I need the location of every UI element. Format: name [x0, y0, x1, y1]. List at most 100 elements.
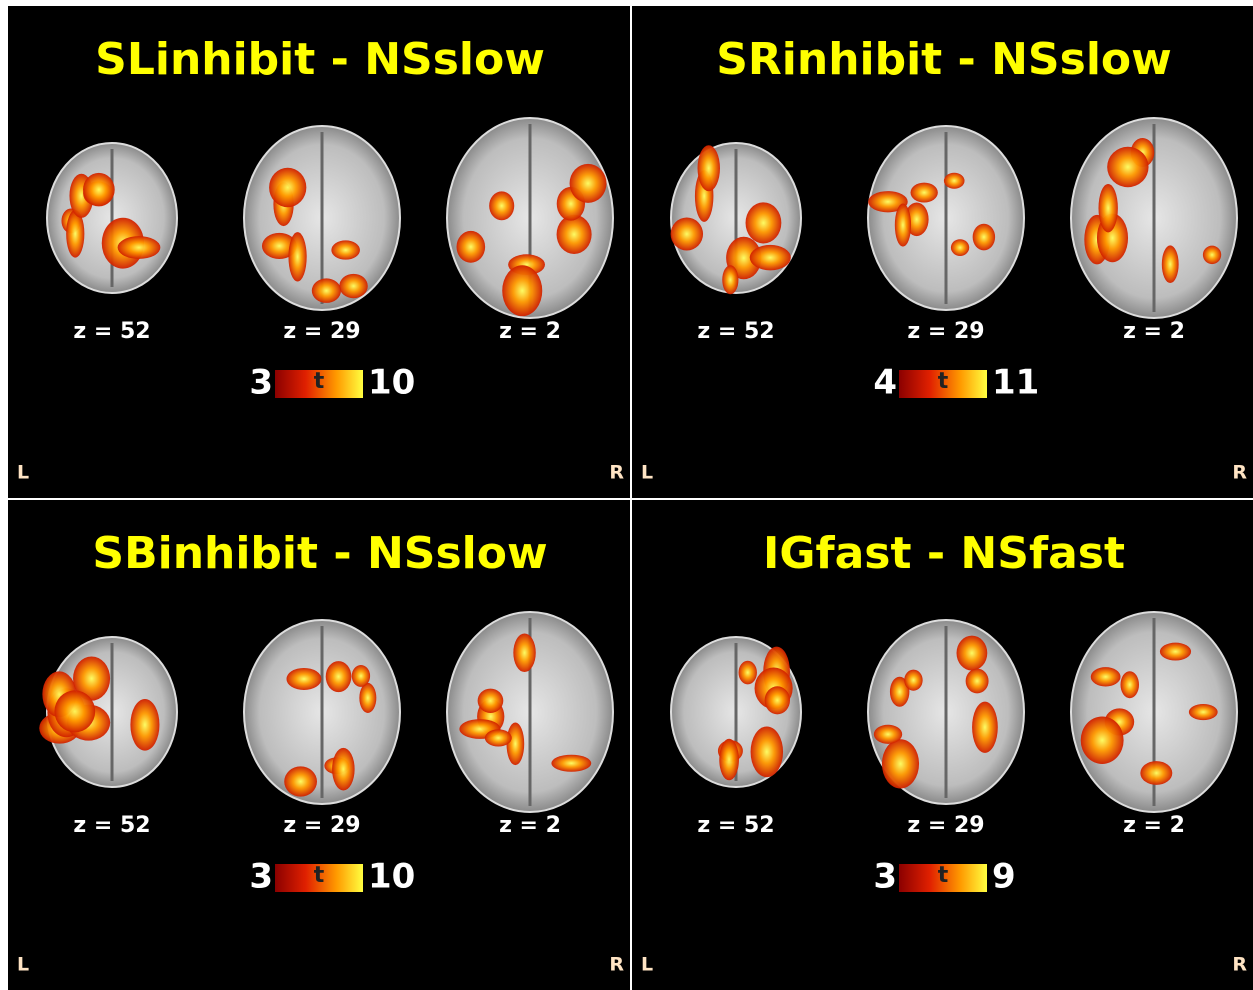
- activation: [502, 265, 543, 317]
- activation: [750, 726, 784, 778]
- colorbar-max: 10: [368, 363, 415, 403]
- activation: [719, 738, 739, 781]
- right-marker: R: [1232, 954, 1247, 976]
- activation: [331, 240, 360, 260]
- slice-label: z = 29: [907, 813, 984, 838]
- activation: [697, 145, 720, 192]
- panel-title: SRinhibit - NSslow: [716, 34, 1172, 85]
- slice-label: z = 2: [499, 319, 561, 344]
- activation: [894, 203, 912, 247]
- activation: [965, 668, 989, 694]
- slice-label: z = 29: [283, 813, 360, 838]
- activation: [325, 661, 352, 693]
- colorbar-max: 11: [992, 363, 1039, 403]
- activation: [745, 202, 782, 244]
- activation: [477, 688, 504, 713]
- slice-label: z = 2: [1123, 813, 1185, 838]
- colorbar-label: t: [938, 369, 949, 394]
- left-marker: L: [641, 954, 653, 976]
- activation: [950, 239, 970, 256]
- left-marker: L: [641, 462, 653, 484]
- activation: [868, 191, 908, 213]
- colorbar: [275, 370, 363, 398]
- activation: [484, 729, 512, 747]
- colorbar: [275, 864, 363, 892]
- slice-label: z = 29: [907, 319, 984, 344]
- panel: IGfast - NSfast z = 52 z = 29 z = 2 3 t 9 L R: [632, 500, 1253, 990]
- activation: [284, 766, 317, 797]
- activation: [1161, 245, 1179, 284]
- activation: [1188, 703, 1218, 721]
- slice-label: z = 52: [73, 813, 150, 838]
- activation: [749, 244, 791, 271]
- colorbar-min: 3: [873, 857, 897, 897]
- activation: [873, 724, 903, 744]
- right-marker: R: [609, 462, 624, 484]
- activation: [359, 682, 377, 713]
- activation: [1159, 642, 1192, 661]
- activation: [261, 232, 297, 260]
- activation: [73, 656, 111, 701]
- activation: [1120, 671, 1139, 699]
- activation: [722, 265, 739, 295]
- activation: [764, 686, 790, 715]
- activation: [956, 635, 988, 671]
- slice-label: z = 52: [73, 319, 150, 344]
- slice-label: z = 52: [697, 319, 774, 344]
- slice-label: z = 2: [1123, 319, 1185, 344]
- colorbar-min: 3: [249, 363, 273, 403]
- colorbar-label: t: [314, 369, 325, 394]
- panel: SRinhibit - NSslow z = 52 z = 29 z = 2 4 t 11 L…: [632, 6, 1253, 498]
- activation: [1098, 183, 1118, 233]
- activation: [489, 191, 515, 221]
- colorbar-min: 4: [873, 363, 897, 403]
- colorbar-min: 3: [249, 857, 273, 897]
- activation: [738, 660, 757, 685]
- slice-label: z = 52: [697, 813, 774, 838]
- slice-label: z = 29: [283, 319, 360, 344]
- activation: [286, 667, 322, 691]
- activation: [1090, 667, 1121, 687]
- colorbar: [899, 370, 987, 398]
- right-marker: R: [1232, 462, 1247, 484]
- activation: [889, 676, 910, 707]
- activation: [1080, 716, 1124, 764]
- activation: [506, 722, 525, 766]
- activation: [556, 214, 592, 255]
- colorbar-label: t: [938, 863, 949, 888]
- activation: [288, 232, 307, 282]
- colorbar-max: 10: [368, 857, 415, 897]
- activation: [351, 665, 371, 687]
- activation: [339, 273, 368, 299]
- activation: [83, 172, 115, 207]
- panel: SLinhibit - NSslow z = 52 z = 29 z = 2 3 t 10 L…: [8, 6, 630, 498]
- panel-title: IGfast - NSfast: [763, 528, 1125, 579]
- panel: SBinhibit - NSslow z = 52 z = 29 z = 2 3 t 10 L…: [8, 500, 630, 990]
- activation: [54, 690, 96, 733]
- activation: [1140, 761, 1173, 785]
- activation: [1107, 146, 1149, 188]
- activation: [943, 172, 965, 189]
- panel-title: SLinhibit - NSslow: [95, 34, 545, 85]
- right-marker: R: [609, 954, 624, 976]
- activation: [513, 633, 536, 673]
- colorbar-max: 9: [992, 857, 1016, 897]
- activation: [117, 236, 161, 259]
- activation: [972, 701, 998, 753]
- activation: [569, 163, 607, 203]
- activation: [66, 209, 85, 258]
- activation: [311, 278, 341, 303]
- colorbar-label: t: [314, 863, 325, 888]
- activation: [130, 698, 160, 751]
- panel-title: SBinhibit - NSslow: [92, 528, 547, 579]
- activation: [1202, 245, 1222, 265]
- activation: [456, 230, 486, 263]
- activation: [910, 182, 938, 203]
- left-marker: L: [17, 462, 29, 484]
- activation: [332, 747, 355, 791]
- activation: [881, 739, 920, 789]
- activation: [670, 217, 704, 251]
- slice-label: z = 2: [499, 813, 561, 838]
